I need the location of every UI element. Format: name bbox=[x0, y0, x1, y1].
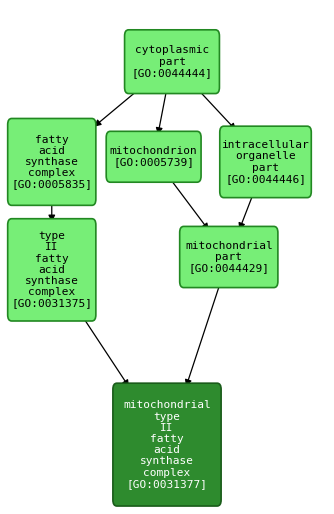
Text: cytoplasmic
part
[GO:0044444]: cytoplasmic part [GO:0044444] bbox=[132, 45, 212, 78]
FancyBboxPatch shape bbox=[8, 219, 96, 321]
FancyBboxPatch shape bbox=[8, 118, 96, 205]
FancyBboxPatch shape bbox=[125, 30, 219, 94]
FancyBboxPatch shape bbox=[220, 126, 311, 197]
Text: mitochondrial
type
II
fatty
acid
synthase
complex
[GO:0031377]: mitochondrial type II fatty acid synthas… bbox=[123, 400, 211, 489]
Text: type
II
fatty
acid
synthase
complex
[GO:0031375]: type II fatty acid synthase complex [GO:… bbox=[11, 231, 92, 308]
Text: intracellular
organelle
part
[GO:0044446]: intracellular organelle part [GO:0044446… bbox=[222, 140, 309, 183]
FancyBboxPatch shape bbox=[180, 226, 278, 288]
Text: mitochondrial
part
[GO:0044429]: mitochondrial part [GO:0044429] bbox=[185, 241, 273, 273]
Text: mitochondrion
[GO:0005739]: mitochondrion [GO:0005739] bbox=[110, 146, 197, 168]
Text: fatty
acid
synthase
complex
[GO:0005835]: fatty acid synthase complex [GO:0005835] bbox=[11, 135, 92, 189]
FancyBboxPatch shape bbox=[106, 132, 201, 182]
FancyBboxPatch shape bbox=[113, 383, 221, 506]
